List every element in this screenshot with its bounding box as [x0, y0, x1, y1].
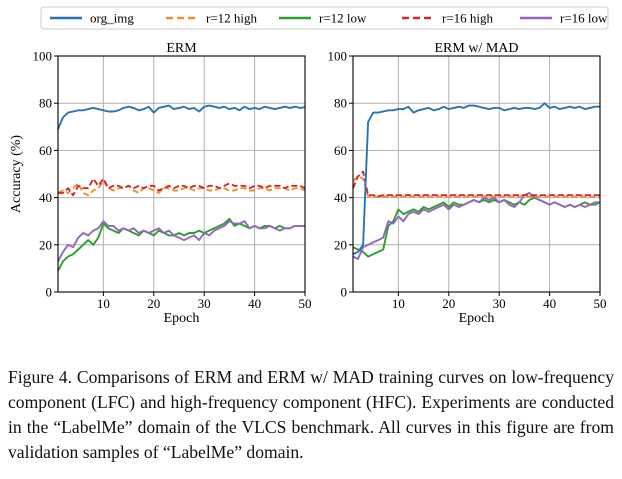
legend-label-r16low: r=16 low	[560, 11, 608, 26]
figure-caption: Figure 4. Comparisons of ERM and ERM w/ …	[8, 366, 614, 463]
series-line-r16high	[58, 177, 306, 197]
series-line-r12high	[352, 175, 600, 198]
x-axis-label: Epoch	[459, 311, 495, 326]
legend-label-r12high: r=12 high	[206, 11, 258, 26]
series-line-r16high	[352, 170, 600, 198]
x-tick-label: 10	[392, 296, 405, 311]
panel-title: ERM w/ MAD	[434, 41, 518, 56]
panel-title: ERM	[166, 41, 197, 56]
plot-frame	[352, 55, 601, 293]
x-tick-label: 30	[198, 296, 211, 311]
x-tick-label: 30	[493, 296, 506, 311]
y-tick-label: 0	[341, 285, 348, 300]
figure: org_img r=12 high r=12 low r=16 high r=16 lo…	[9, 6, 609, 326]
series-line-org_img	[57, 104, 306, 130]
y-tick-label: 40	[39, 190, 52, 205]
x-tick-label: 50	[594, 296, 607, 311]
x-axis-label: Epoch	[164, 311, 200, 326]
x-tick-label: 40	[248, 296, 261, 311]
legend-label-org_img: org_img	[90, 11, 134, 26]
y-tick-label: 60	[39, 143, 52, 158]
panel-1: 10 20 30 40 50 0 20 40 60 80 100 ERM Epoch Accuracy (…	[9, 41, 312, 326]
x-tick-label: 50	[299, 296, 312, 311]
plot-frame	[57, 55, 306, 293]
y-axis-label: Accuracy (%)	[9, 135, 24, 213]
series-line-r16low	[352, 191, 600, 260]
legend-label-r12low: r=12 low	[319, 11, 367, 26]
panel-2: 10 20 30 40 50 0 20 40 60 80 100 ERM w/ MAD Epoch	[328, 41, 607, 326]
x-tick-label: 40	[543, 296, 556, 311]
legend: org_img r=12 high r=12 low r=16 high r=16 lo…	[40, 6, 609, 30]
legend-label-r16high: r=16 high	[442, 11, 494, 26]
y-tick-label: 0	[46, 285, 53, 300]
series-line-r12low	[57, 217, 305, 272]
x-tick-label: 20	[442, 296, 455, 311]
y-tick-label: 40	[334, 190, 347, 205]
series-line-r12high	[57, 180, 306, 197]
y-tick-label: 20	[39, 237, 52, 252]
y-tick-label: 100	[33, 49, 53, 64]
y-tick-label: 80	[39, 96, 52, 111]
y-tick-label: 80	[334, 96, 347, 111]
y-tick-label: 60	[334, 143, 347, 158]
x-tick-label: 20	[147, 296, 160, 311]
series-line-org_img	[352, 102, 600, 256]
y-tick-label: 20	[334, 237, 347, 252]
legend-frame	[40, 6, 609, 30]
x-tick-label: 10	[97, 296, 110, 311]
series-line-r16low	[57, 220, 305, 262]
y-tick-label: 100	[328, 49, 348, 64]
